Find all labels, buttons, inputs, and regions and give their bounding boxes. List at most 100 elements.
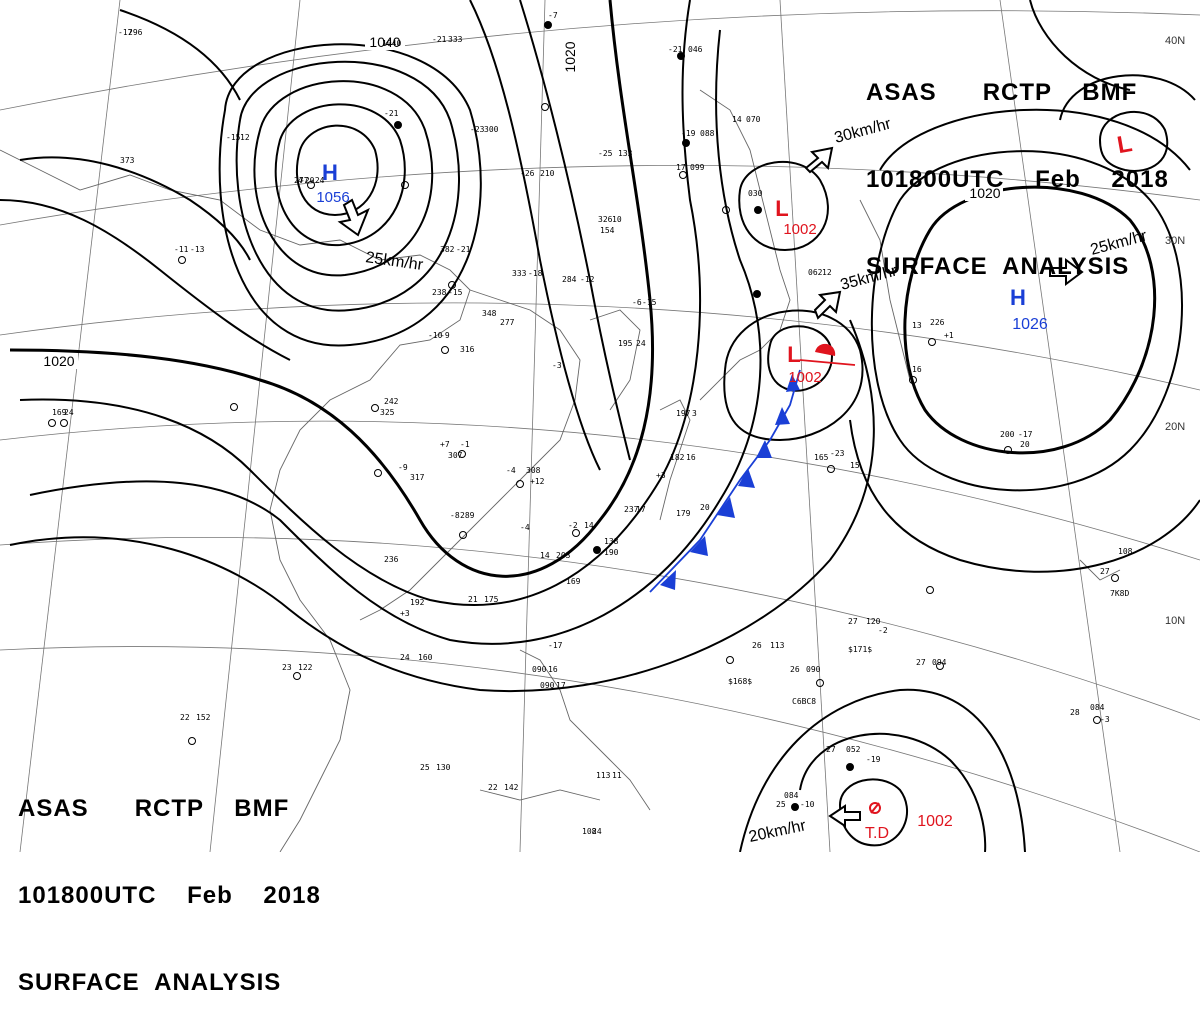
station-value: 238 <box>432 288 447 297</box>
station-value: 23 <box>282 663 292 672</box>
station-value: 175 <box>484 595 499 604</box>
station-code: $171$ <box>848 645 872 654</box>
station-value: 13 <box>912 321 922 330</box>
header-line-1: ASAS RCTP BMF <box>866 79 1138 106</box>
station-value: 14 <box>540 551 550 560</box>
station-value: 16 <box>686 453 696 462</box>
station-value: 307 <box>448 451 463 460</box>
station-value: 27 <box>1100 567 1110 576</box>
station-value: 25 <box>420 763 430 772</box>
weather-map: H 1056 L 1002 L 1002 H 1026 L T.D 1002 1… <box>0 0 1200 852</box>
station-value: 14 <box>732 115 742 124</box>
station-value: 308 <box>526 466 541 475</box>
station-value: -20 <box>300 176 315 185</box>
latitude-label: 20N <box>1165 421 1185 433</box>
latitude-label: 10N <box>1165 615 1185 627</box>
station-value: 226 <box>930 318 945 327</box>
station-value: 27 <box>916 658 926 667</box>
station-value: -19 <box>866 755 881 764</box>
station-value: +1 <box>944 331 954 340</box>
station-value: 046 <box>688 45 703 54</box>
station-value: 090 <box>806 665 821 674</box>
station-value: 169 <box>52 408 67 417</box>
station-value: 20 <box>700 503 710 512</box>
station-value: -4 <box>506 466 516 475</box>
station-code: $168$ <box>728 677 752 686</box>
station-value: -15 <box>448 288 463 297</box>
isobar-label: 1020 <box>562 41 578 72</box>
station-value: 284 <box>562 275 577 284</box>
station-value: 138 <box>604 537 619 546</box>
low-pressure-letter: L <box>775 196 788 221</box>
station-value: 24 <box>636 339 646 348</box>
cold-front <box>649 369 801 593</box>
station-value: -7 <box>548 11 558 20</box>
station-value: -25 <box>598 149 613 158</box>
station-value: -2 <box>878 626 888 635</box>
station-value: 152 <box>196 713 211 722</box>
header-line-3: SURFACE ANALYSIS <box>866 253 1130 280</box>
station-value: -11 <box>174 245 189 254</box>
station-value: 316 <box>460 345 475 354</box>
station-value: 24 <box>592 827 602 836</box>
header-line-2: 101800UTC Feb 2018 <box>18 882 321 909</box>
station-value: 113 <box>770 641 785 650</box>
station-value: -10 <box>428 331 443 340</box>
motion-arrows <box>337 146 1084 828</box>
station-value: -17 <box>1018 430 1033 439</box>
station-value: -18 <box>528 269 543 278</box>
pressure-centers: H 1056 L 1002 L 1002 H 1026 L T.D 1002 <box>316 130 1134 842</box>
station-value: 130 <box>436 763 451 772</box>
station-value: 21 <box>468 595 478 604</box>
isobar-label: 1020 <box>43 353 74 369</box>
station-value: 10 <box>612 215 622 224</box>
station-value: 26 <box>752 641 762 650</box>
low-pressure-letter: L <box>787 342 800 367</box>
station-value: -8 <box>450 511 460 520</box>
station-code: 7K8D <box>1110 589 1129 598</box>
station-value: 20 <box>1020 440 1030 449</box>
station-value: 242 <box>384 397 399 406</box>
station-value: 333 <box>448 35 463 44</box>
station-value: 12 <box>822 268 832 277</box>
graticule <box>0 0 1200 852</box>
station-value: 277 <box>294 176 309 185</box>
station-value: +7 <box>440 440 450 449</box>
station-value: 25 <box>776 800 786 809</box>
station-value: -23 <box>470 125 485 134</box>
high-pressure-value: 1056 <box>316 189 349 206</box>
station-value: 382 <box>440 245 455 254</box>
station-value: 236 <box>384 555 399 564</box>
station-value: 15 <box>850 461 860 470</box>
station-value: -21 <box>384 109 399 118</box>
header-line-3: SURFACE ANALYSIS <box>18 969 282 996</box>
station-value: 154 <box>600 226 615 235</box>
station-value: -26 <box>520 169 535 178</box>
isobars <box>0 0 1200 852</box>
station-value: 296 <box>128 28 143 37</box>
station-value: 108 <box>582 827 597 836</box>
station-value: -21 <box>668 45 683 54</box>
station-value: 14 <box>584 521 594 530</box>
station-value: 28 <box>1070 708 1080 717</box>
station-value: +3 <box>656 471 666 480</box>
station-value: 120 <box>866 617 881 626</box>
station-value: -23 <box>830 449 845 458</box>
isobar-labels: 1040 1020 1020 1020 <box>40 34 1003 369</box>
low-pressure-letter: L <box>1115 130 1134 159</box>
high-pressure-letter: H <box>1010 285 1026 310</box>
station-value: -19 <box>681 129 696 138</box>
station-value: 133 <box>618 149 633 158</box>
station-value: 17 <box>556 681 566 690</box>
station-value: 11 <box>612 771 622 780</box>
station-value: 113 <box>596 771 611 780</box>
station-value: 090 <box>540 681 555 690</box>
station-value: 203 <box>556 551 571 560</box>
station-value: 17 <box>636 505 646 514</box>
low-pressure-value: 1002 <box>783 221 816 238</box>
station-value: -24 <box>310 176 325 185</box>
station-value: 237 <box>624 505 639 514</box>
tropical-depression-symbol <box>869 802 881 814</box>
isobar-label: 1040 <box>369 34 400 50</box>
